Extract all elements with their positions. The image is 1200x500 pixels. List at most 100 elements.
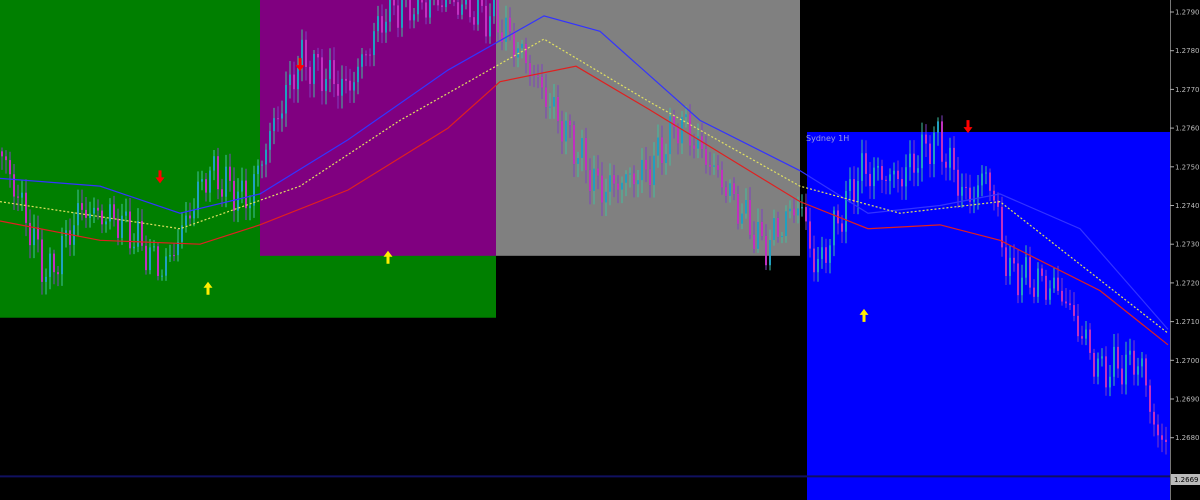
buy-arrow-icon: [859, 308, 869, 322]
candle-body: [885, 179, 887, 181]
candle-body: [669, 116, 671, 155]
candle-body: [185, 215, 187, 226]
candle-body: [297, 67, 299, 90]
candle-body: [989, 172, 991, 191]
candle-body: [221, 189, 223, 197]
candle-body: [961, 186, 963, 196]
tick-label: 1.2780: [1175, 47, 1200, 55]
candle-body: [721, 169, 723, 188]
candle-body: [373, 31, 375, 56]
candle-body: [905, 167, 907, 187]
candle-body: [1085, 329, 1087, 339]
candle-body: [605, 191, 607, 203]
candle-body: [541, 76, 543, 88]
candle-body: [713, 165, 715, 167]
candle-body: [129, 211, 131, 249]
candle-body: [397, 5, 399, 28]
candle-body: [477, 0, 479, 25]
candle-body: [861, 153, 863, 181]
candle-body: [473, 17, 475, 25]
candle-body: [13, 174, 15, 197]
candle-body: [641, 159, 643, 181]
candle-body: [841, 223, 843, 232]
price-axis[interactable]: [1170, 0, 1200, 500]
candle-body: [1137, 366, 1139, 375]
buy-arrow-icon: [383, 250, 393, 264]
candle-body: [849, 179, 851, 192]
candle-body: [897, 170, 899, 180]
moving-average-line: [0, 65, 1169, 346]
candle-body: [757, 221, 759, 249]
candle-body: [857, 180, 859, 202]
candle-body: [597, 168, 599, 176]
candle-body: [321, 57, 323, 92]
candle-body: [125, 211, 127, 216]
candle-body: [157, 246, 159, 276]
tick-label: 1.2730: [1175, 241, 1200, 249]
candle-body: [1121, 368, 1123, 385]
candle-body: [1, 151, 3, 157]
candle-body: [529, 63, 531, 76]
candle-body: [881, 166, 883, 180]
candle-body: [901, 179, 903, 187]
candle-body: [369, 54, 371, 56]
candle-body: [485, 5, 487, 37]
candle-body: [109, 204, 111, 222]
candle-body: [697, 136, 699, 149]
candle-body: [1141, 358, 1143, 367]
candle-body: [453, 0, 455, 3]
candle-body: [561, 121, 563, 142]
candle-body: [153, 246, 155, 248]
tick-label: 1.2700: [1175, 357, 1200, 365]
candle-body: [617, 183, 619, 190]
candle-body: [41, 239, 43, 282]
current-price-box: [1171, 474, 1200, 485]
tick-label: 1.2710: [1175, 318, 1200, 326]
candle-body: [649, 169, 651, 186]
candle-body: [577, 157, 579, 164]
tick-label: 1.2680: [1175, 434, 1200, 442]
candle-body: [593, 168, 595, 191]
candles: [1, 0, 1167, 455]
candle-body: [873, 167, 875, 187]
signal-arrows: [155, 58, 973, 322]
candle-body: [997, 200, 999, 207]
candle-body: [601, 175, 603, 203]
candle-body: [565, 120, 567, 142]
candle-body: [25, 192, 27, 223]
candle-body: [1133, 350, 1135, 375]
candle-body: [301, 39, 303, 68]
candle-body: [17, 196, 19, 198]
session-box: [496, 0, 800, 256]
candle-body: [965, 186, 967, 188]
candle-body: [785, 211, 787, 237]
candle-body: [825, 247, 827, 263]
candle-body: [677, 127, 679, 144]
candle-body: [781, 236, 783, 238]
candle-body: [417, 0, 419, 15]
candle-body: [457, 2, 459, 15]
candle-body: [949, 147, 951, 168]
candle-body: [145, 245, 147, 271]
candle-body: [573, 125, 575, 164]
candle-body: [37, 227, 39, 240]
candle-body: [1041, 268, 1043, 276]
candle-body: [501, 32, 503, 42]
candle-body: [917, 168, 919, 173]
moving-averages: [0, 15, 1169, 346]
candle-body: [57, 272, 59, 275]
candle-body: [1117, 346, 1119, 369]
candle-body: [613, 175, 615, 184]
sell-arrow-icon: [155, 170, 165, 184]
candle-body: [341, 78, 343, 96]
candle-body: [329, 60, 331, 79]
candle-body: [193, 210, 195, 219]
candle-body: [77, 203, 79, 226]
candle-body: [505, 17, 507, 42]
candle-body: [1125, 354, 1127, 385]
candle-body: [973, 198, 975, 202]
candle-body: [761, 221, 763, 237]
candle-body: [673, 116, 675, 128]
